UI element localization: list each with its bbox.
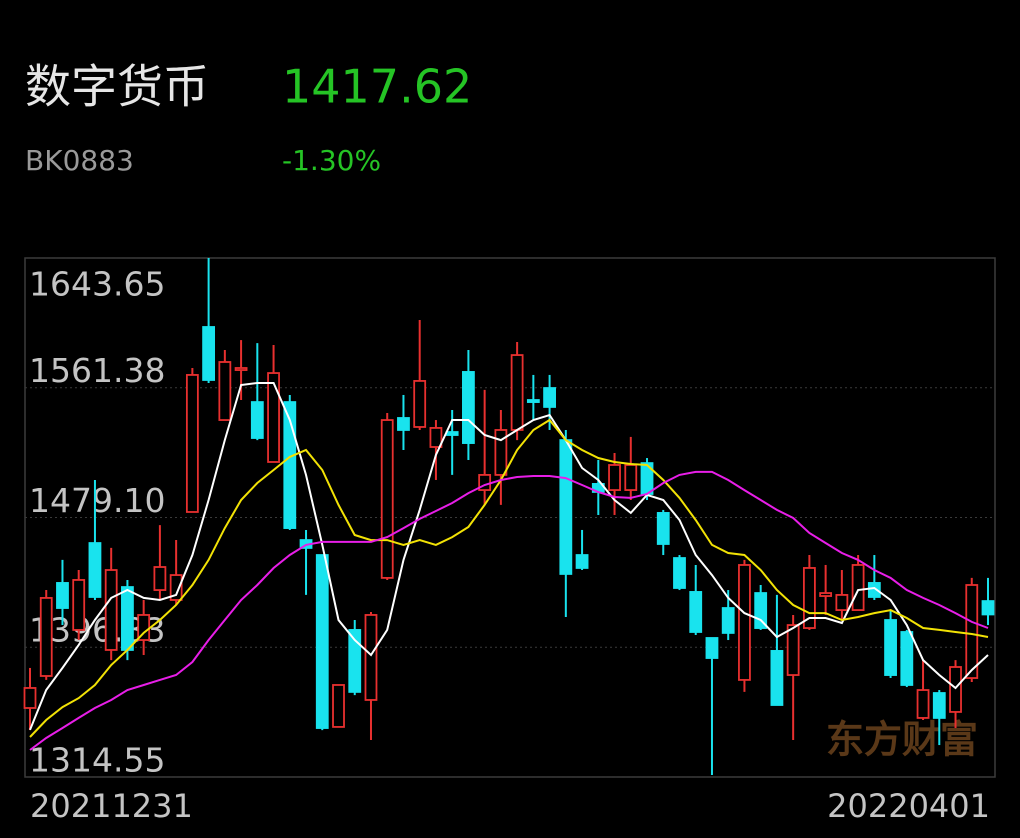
- candle-body: [835, 594, 849, 611]
- candle-body: [56, 582, 69, 609]
- candle-body: [526, 399, 540, 403]
- candle-body: [965, 584, 979, 679]
- candle-body: [608, 464, 621, 491]
- y-tick-label: 1479.10: [29, 481, 165, 520]
- candle-body: [267, 372, 280, 463]
- candle-body: [559, 439, 573, 575]
- candle-body: [738, 564, 751, 681]
- moving-average-line: [29, 382, 989, 731]
- price: 1417.62: [282, 60, 472, 114]
- candle-body: [689, 591, 703, 633]
- candle-body: [23, 687, 37, 709]
- candle-body: [916, 689, 930, 719]
- candle-body: [39, 597, 53, 677]
- candle-body: [819, 592, 833, 597]
- candle-body: [932, 692, 946, 719]
- candle-body: [494, 429, 508, 476]
- candle-body: [413, 380, 427, 428]
- candle-body: [202, 326, 216, 381]
- candle-body: [867, 582, 881, 598]
- candle-body: [234, 367, 248, 371]
- candle-body: [900, 631, 914, 686]
- title: 数字货币: [25, 60, 209, 114]
- candle-body: [348, 629, 362, 693]
- x-tick-label: 20220401: [827, 787, 990, 825]
- candle-body: [364, 614, 378, 701]
- candle-body: [786, 624, 800, 676]
- watermark: 东方财富: [826, 718, 978, 762]
- candle-body: [884, 619, 897, 676]
- y-tick-label: 1561.38: [29, 351, 165, 390]
- candle-body: [153, 566, 167, 591]
- moving-average-line: [29, 470, 989, 751]
- candle-body: [250, 401, 264, 439]
- candle-body: [981, 600, 995, 616]
- candle-body: [770, 650, 784, 706]
- candle-body: [445, 431, 459, 436]
- candle-body: [218, 361, 232, 421]
- candle-body: [315, 554, 329, 729]
- x-tick-label: 20211231: [30, 787, 193, 825]
- candle-body: [802, 567, 816, 629]
- candle-body: [283, 401, 297, 529]
- candle-body: [754, 592, 768, 629]
- candle-body: [462, 371, 475, 444]
- moving-average-line: [29, 418, 989, 738]
- candle-body: [656, 512, 670, 545]
- code: BK0883: [25, 144, 134, 177]
- candle-body: [429, 427, 443, 448]
- y-tick-label: 1643.65: [29, 265, 165, 304]
- candle-body: [72, 579, 86, 631]
- candle-body: [88, 542, 102, 598]
- candle-body: [397, 417, 410, 431]
- candle-body: [380, 419, 394, 579]
- candle-body: [185, 374, 199, 513]
- candle-body: [624, 464, 638, 491]
- candle-body: [949, 666, 962, 713]
- candle-body: [543, 387, 556, 408]
- candle-body: [510, 354, 524, 431]
- candle-body: [121, 586, 134, 651]
- candle-body: [169, 574, 183, 601]
- candle-body: [575, 554, 589, 569]
- change: -1.30%: [282, 144, 381, 177]
- candle-body: [673, 557, 686, 589]
- candle-body: [705, 637, 719, 659]
- candle-body: [721, 607, 735, 634]
- candle-body: [104, 569, 118, 651]
- candle-body: [332, 684, 345, 728]
- y-tick-label: 1314.55: [29, 741, 165, 780]
- candle-body: [851, 564, 865, 611]
